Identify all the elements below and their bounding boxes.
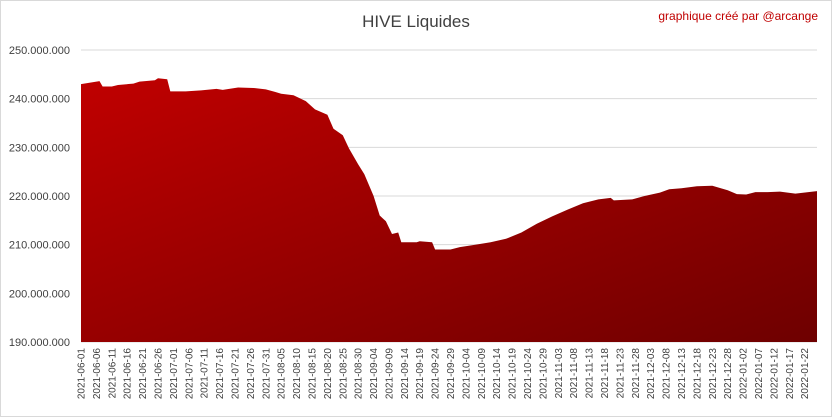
x-tick-label: 2021-06-06	[92, 348, 103, 400]
y-tick-label: 230.000.000	[9, 142, 70, 154]
x-tick-label: 2021-11-13	[585, 348, 596, 399]
x-tick-label: 2021-08-25	[338, 348, 349, 400]
x-tick-label: 2021-08-10	[292, 348, 303, 400]
x-tick-label: 2021-12-08	[662, 348, 673, 400]
y-tick-label: 200.000.000	[9, 288, 70, 300]
x-tick-label: 2021-11-03	[554, 348, 565, 399]
x-tick-label: 2021-07-21	[231, 348, 242, 400]
x-tick-label: 2021-10-29	[538, 348, 549, 400]
x-tick-label: 2021-08-20	[323, 348, 334, 400]
x-tick-label: 2021-07-31	[261, 348, 272, 400]
x-tick-label: 2021-12-13	[677, 348, 688, 400]
x-tick-label: 2021-06-26	[154, 348, 165, 400]
x-tick-label: 2021-10-19	[508, 348, 519, 400]
x-tick-label: 2021-12-03	[646, 348, 657, 400]
x-tick-label: 2021-09-19	[415, 348, 426, 400]
x-tick-label: 2021-08-30	[354, 348, 365, 400]
x-axis-tick-labels: 2021-06-01 2021-06-06 2021-06-11 2021-06-16…	[77, 348, 812, 400]
x-tick-label: 2021-10-14	[492, 348, 503, 400]
x-tick-label: 2021-10-04	[461, 348, 472, 400]
y-tick-label: 240.000.000	[9, 94, 70, 106]
area-series-path	[81, 78, 817, 342]
x-tick-label: 2021-09-24	[431, 348, 442, 400]
x-tick-label: 2021-11-28	[631, 348, 642, 399]
x-tick-label: 2021-07-16	[215, 348, 226, 400]
area-series	[81, 78, 817, 342]
x-tick-label: 2021-12-28	[723, 348, 734, 400]
x-tick-label: 2021-11-23	[615, 348, 626, 399]
x-tick-label: 2022-01-22	[800, 348, 811, 400]
y-tick-label: 210.000.000	[9, 240, 70, 252]
x-tick-label: 2021-07-11	[200, 348, 211, 399]
x-tick-label: 2021-08-05	[277, 348, 288, 400]
y-tick-label: 250.000.000	[9, 45, 70, 57]
y-axis-tick-labels: 190.000.000 200.000.000 210.000.000 220.000…	[9, 45, 70, 349]
x-tick-label: 2021-09-14	[400, 348, 411, 400]
x-tick-label: 2021-09-04	[369, 348, 380, 400]
chart-title: HIVE Liquides	[362, 12, 470, 31]
x-tick-label: 2021-06-16	[123, 348, 134, 400]
x-tick-label: 2021-07-26	[246, 348, 257, 400]
x-tick-label: 2021-09-29	[446, 348, 457, 400]
x-tick-label: 2021-06-11	[107, 348, 118, 399]
x-tick-label: 2021-07-01	[169, 348, 180, 400]
x-tick-label: 2021-12-23	[708, 348, 719, 400]
x-tick-label: 2021-10-24	[523, 348, 534, 400]
x-tick-label: 2022-01-07	[754, 348, 765, 400]
x-tick-label: 2021-08-15	[308, 348, 319, 400]
x-tick-label: 2021-09-09	[384, 348, 395, 400]
y-tick-label: 220.000.000	[9, 191, 70, 203]
x-tick-label: 2021-06-21	[138, 348, 149, 400]
x-tick-label: 2022-01-12	[769, 348, 780, 400]
x-tick-label: 2021-11-18	[600, 348, 611, 399]
x-tick-label: 2022-01-17	[785, 348, 796, 400]
y-tick-label: 190.000.000	[9, 337, 70, 349]
x-tick-label: 2021-07-06	[184, 348, 195, 400]
x-tick-label: 2021-11-08	[569, 348, 580, 399]
x-tick-label: 2022-01-02	[739, 348, 750, 400]
x-tick-label: 2021-06-01	[77, 348, 88, 400]
x-tick-label: 2021-10-09	[477, 348, 488, 400]
x-tick-label: 2021-12-18	[692, 348, 703, 400]
credit-annotation: graphique créé par @arcange	[658, 9, 818, 23]
